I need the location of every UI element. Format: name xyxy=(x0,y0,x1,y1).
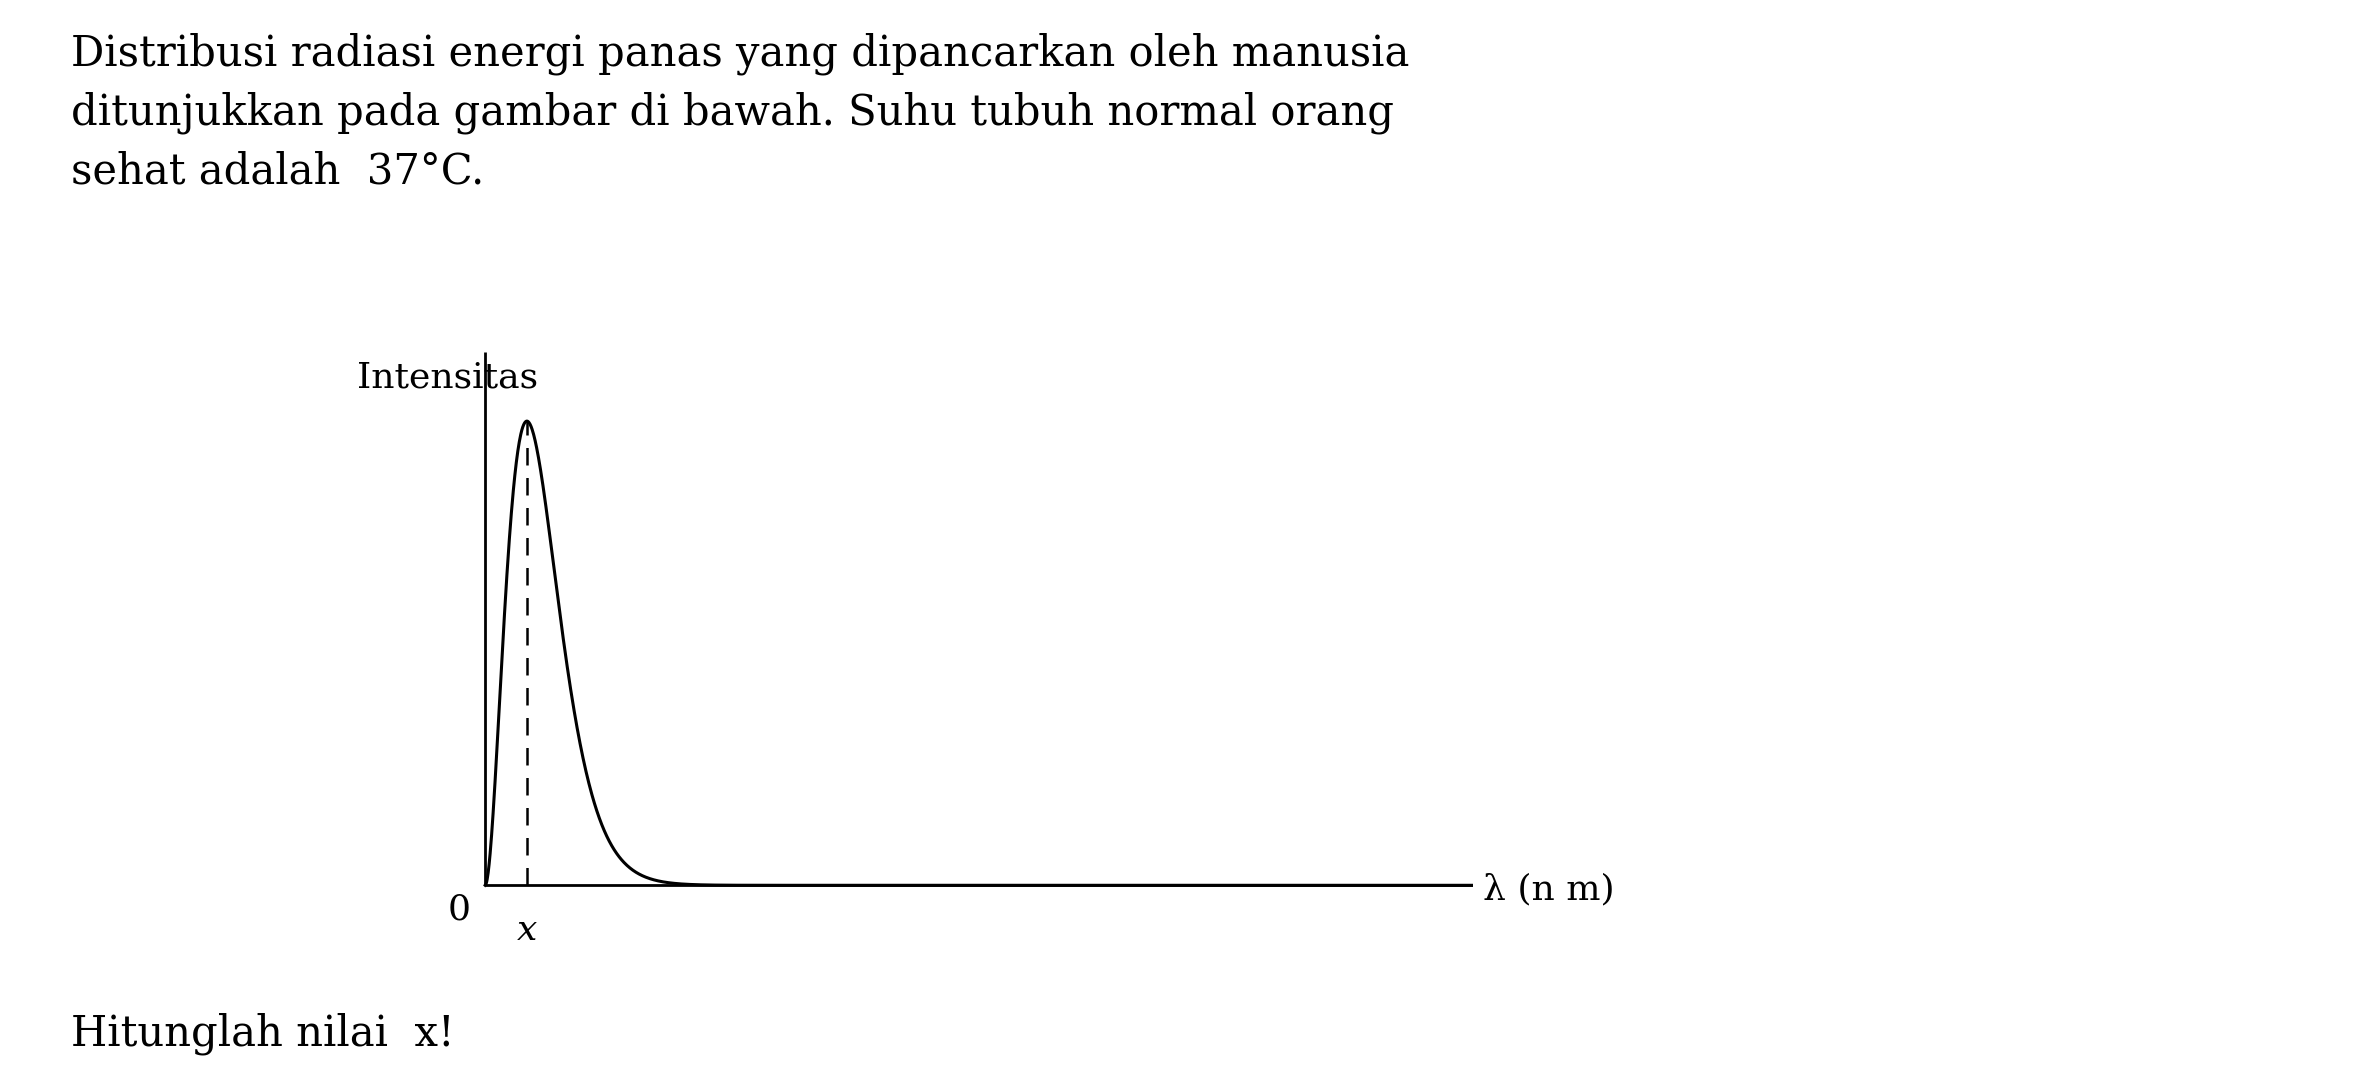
Text: x: x xyxy=(516,914,537,947)
Text: λ (n m): λ (n m) xyxy=(1483,873,1616,907)
Text: Intensitas: Intensitas xyxy=(356,360,537,395)
Text: Distribusi radiasi energi panas yang dipancarkan oleh manusia
ditunjukkan pada g: Distribusi radiasi energi panas yang dip… xyxy=(71,33,1409,193)
Text: Hitunglah nilai  x!: Hitunglah nilai x! xyxy=(71,1013,454,1055)
Text: 0: 0 xyxy=(447,892,470,927)
